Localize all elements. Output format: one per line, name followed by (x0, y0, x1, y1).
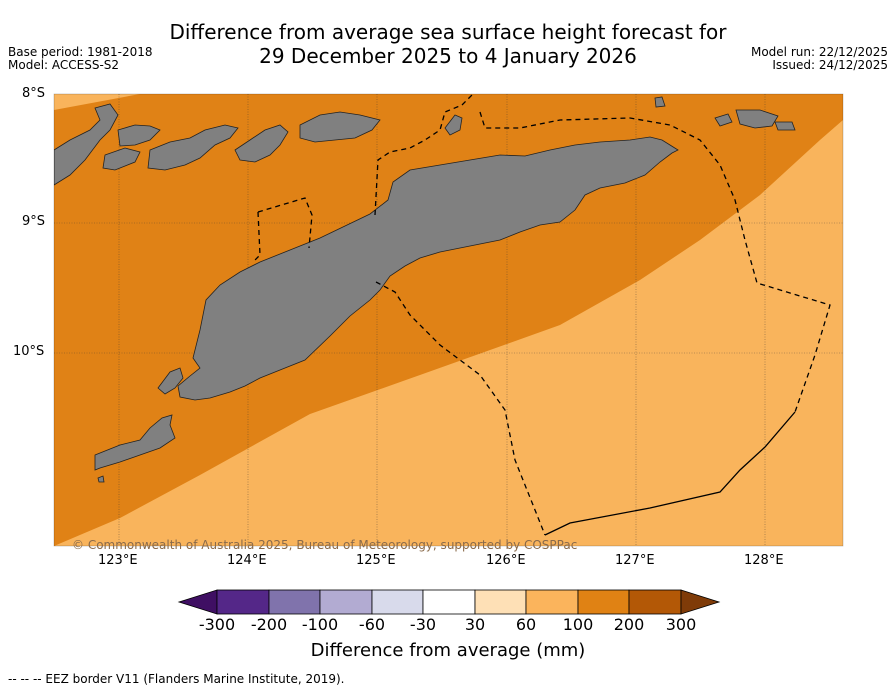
issued-date: Issued: 24/12/2025 (772, 58, 888, 72)
alor-island (147, 124, 239, 171)
title-line-2: 29 December 2025 to 4 January 2026 (259, 44, 637, 68)
model-run: Model run: 22/12/2025 (750, 45, 888, 59)
cbar-tick-label: -300 (198, 615, 236, 634)
colorbar-extend-low (177, 589, 218, 615)
leti-island (714, 113, 733, 127)
land (54, 96, 796, 483)
colorbar-segment-7 (525, 589, 579, 615)
colorbar (177, 589, 721, 615)
colorbar-segment-5 (422, 589, 476, 615)
cbar-tick-label: 200 (613, 615, 645, 634)
wetar-island (299, 111, 381, 143)
timor-island (177, 136, 679, 401)
colorbar-extend-high (680, 589, 721, 615)
lon-label-126e: 126°E (486, 553, 526, 568)
ocean-patch-top-left (54, 94, 140, 110)
eez-border (252, 94, 831, 536)
flores-island (54, 103, 119, 186)
cbar-tick-label: -60 (358, 615, 386, 634)
ocean-band-60-100 (54, 120, 843, 546)
lembata-island (117, 124, 161, 147)
kisar-islet (654, 96, 666, 108)
lon-label-125e: 125°E (356, 553, 396, 568)
eez-legend: -- -- -- EEZ border V11 (Flanders Marine… (8, 672, 345, 686)
lat-label-10s: 10°S (13, 344, 45, 359)
lon-label-128e: 128°E (744, 553, 784, 568)
model-name: Model: ACCESS-S2 (8, 58, 120, 72)
map-area (54, 94, 843, 546)
colorbar-segment-4 (371, 589, 424, 615)
atauro-island (444, 114, 463, 136)
lakor-island (774, 121, 796, 131)
lon-label-123e: 123°E (98, 553, 138, 568)
colorbar-label: Difference from average (mm) (310, 640, 586, 661)
eez-border-solid (544, 411, 796, 536)
moa-island (735, 109, 779, 129)
wetar-west (234, 124, 289, 163)
map-frame (53, 93, 844, 547)
cbar-tick-label: -100 (301, 615, 339, 634)
colorbar-segment-2 (268, 589, 321, 615)
cbar-tick-label: 30 (464, 615, 486, 634)
cbar-tick-label: -200 (250, 615, 288, 634)
cbar-tick-label: -30 (409, 615, 437, 634)
sumba-island (94, 414, 176, 471)
pantar-island (102, 147, 141, 171)
lat-label-9s: 9°S (22, 214, 46, 229)
lon-label-124e: 124°E (227, 553, 267, 568)
cbar-tick-label: 100 (562, 615, 594, 634)
colorbar-segment-1 (216, 589, 270, 615)
cbar-tick-label: 60 (515, 615, 537, 634)
meta-left: Base period: 1981-2018 Model: ACCESS-S2 (8, 46, 153, 72)
small-islet-1 (97, 475, 105, 483)
colorbar-segment-8 (577, 589, 630, 615)
meta-right: Model run: 22/12/2025 Issued: 24/12/2025 (751, 46, 888, 72)
title-line-1: Difference from average sea surface heig… (169, 20, 727, 44)
chart-title: Difference from average sea surface heig… (0, 20, 896, 68)
lat-label-8s: 8°S (22, 86, 46, 101)
cbar-tick-label: 300 (665, 615, 697, 634)
colorbar-segment-6 (474, 589, 527, 615)
colorbar-segment-3 (319, 589, 373, 615)
colorbar-segment-9 (628, 589, 682, 615)
rote-island (157, 367, 184, 395)
lon-label-127e: 127°E (615, 553, 655, 568)
base-period: Base period: 1981-2018 (8, 45, 153, 59)
copyright-notice: © Commonwealth of Australia 2025, Bureau… (72, 538, 578, 552)
